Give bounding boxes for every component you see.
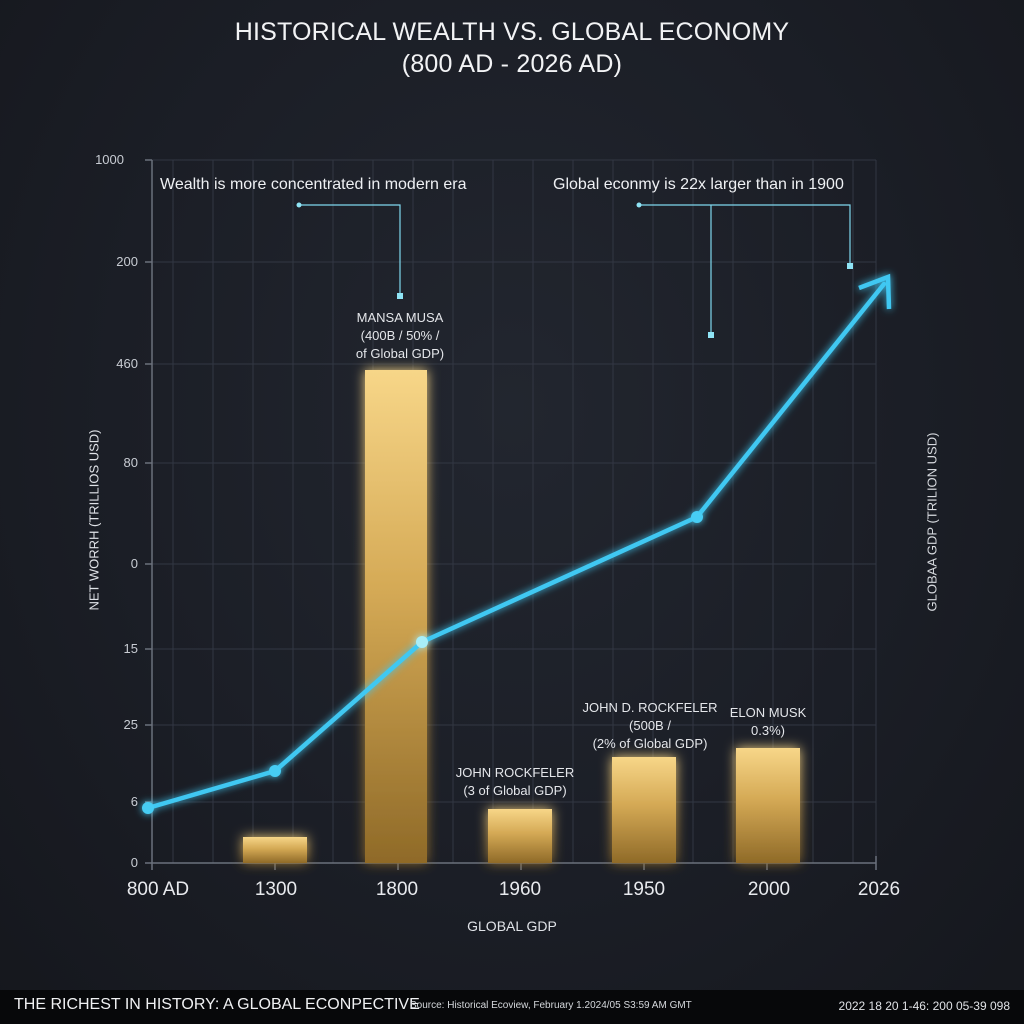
x-tick: 800 AD: [126, 879, 190, 900]
y-tick: 460: [116, 356, 138, 371]
x-tick: 1300: [254, 879, 298, 900]
bar-1950-rockefeller: [612, 757, 676, 863]
bar-1800-mansa-musa: [365, 370, 427, 863]
chart-title: HISTORICAL WEALTH VS. GLOBAL ECONOMY (80…: [0, 16, 1024, 80]
bar-label-mansa-musa: MANSA MUSA (400B / 50% / of Global GDP): [355, 310, 445, 361]
y-axis-label-right: GLOBAA GDP (TRILION USD): [924, 432, 940, 612]
footer-timestamp: 2022 18 20 1-46: 200 05-39 098: [838, 999, 1010, 1013]
gdp-point-800: [142, 802, 154, 814]
gdp-point-1800: [416, 636, 428, 648]
footer-title: THE RICHEST IN HISTORY: A GLOBAL ECONPEC…: [14, 996, 420, 1013]
bar-label-rockefeller-1950: JOHN D. ROCKFELER (500B / (2% of Global …: [582, 700, 718, 751]
bars: [243, 370, 800, 863]
y-tick: 0: [130, 556, 138, 571]
title-line-1: HISTORICAL WEALTH VS. GLOBAL ECONOMY: [234, 18, 790, 46]
gdp-point-1950: [691, 511, 703, 523]
y-tick: 15: [123, 641, 138, 656]
bar-label-rockefeller-1960: JOHN ROCKFELER (3 of Global GDP): [455, 765, 575, 798]
y-tick: 6: [130, 794, 138, 809]
y-tick: 25: [123, 717, 138, 732]
annotation-wealth-concentration: Wealth is more concentrated in modern er…: [160, 176, 467, 193]
y-tick: 80: [123, 455, 138, 470]
bar-1300: [243, 837, 307, 863]
y-tick: 1000: [95, 152, 124, 167]
bar-label-musk: ELON MUSK 0.3%): [729, 705, 807, 738]
footer-source: Source: Historical Ecoview, February 1.2…: [410, 1000, 692, 1011]
y-tick: 0: [130, 855, 138, 870]
bar-2000-musk: [736, 748, 800, 863]
x-tick: 2000: [747, 879, 791, 900]
annotation-lines: [299, 204, 851, 335]
gdp-line: [142, 273, 892, 814]
x-tick: 1960: [498, 879, 542, 900]
x-axis-label: GLOBAL GDP: [467, 918, 557, 934]
footer-bar: THE RICHEST IN HISTORY: A GLOBAL ECONPEC…: [0, 990, 1024, 1024]
title-line-2: (800 AD - 2026 AD): [401, 50, 623, 78]
y-axis-label-left: NET WORRH (TRILLIOS USD): [86, 429, 102, 611]
annotation-markers: [296, 202, 853, 338]
y-tick: 200: [116, 254, 138, 269]
x-tick: 1800: [375, 879, 419, 900]
x-tick: 1950: [622, 879, 666, 900]
gdp-point-1300: [269, 765, 281, 777]
bar-1960-rockefeller: [488, 809, 552, 863]
annotation-economy-growth: Global econmy is 22x larger than in 1900: [553, 176, 844, 193]
x-tick: 2026: [857, 879, 901, 900]
